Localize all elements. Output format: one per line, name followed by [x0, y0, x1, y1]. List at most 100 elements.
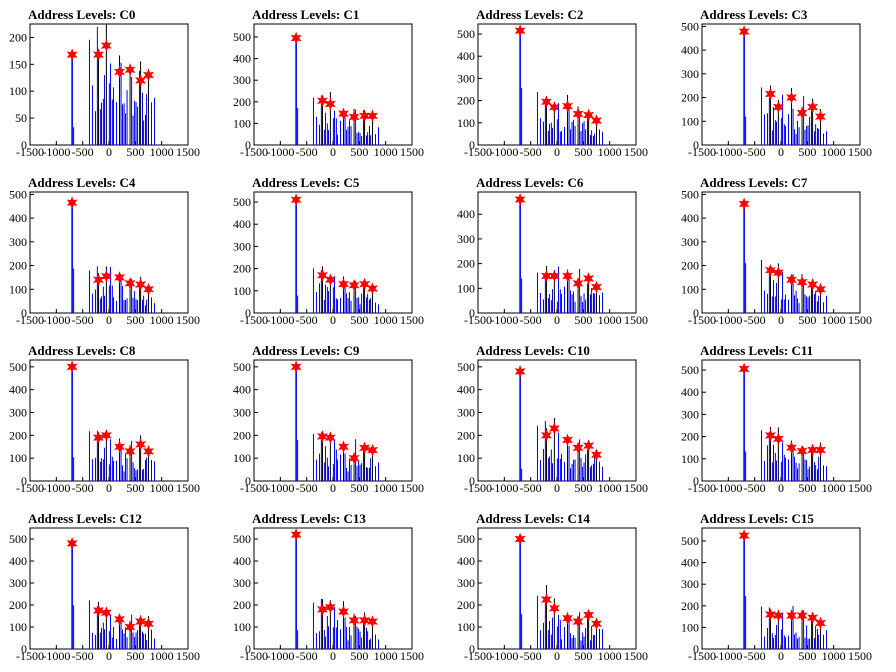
x-tick-label: -500 — [744, 313, 766, 327]
histogram-bars — [743, 201, 827, 313]
y-axis: 0 100 200 300 400 500 — [457, 532, 482, 656]
subplot-c1: Address Levels: C10100200300400500-1500-… — [233, 7, 424, 159]
subplot-title: Address Levels: C6 — [476, 175, 584, 190]
histogram-bars — [295, 532, 379, 649]
y-tick-label: 300 — [233, 239, 251, 253]
subplot-c9: Address Levels: C90100200300400500-1500-… — [233, 343, 424, 495]
peak-marker — [738, 25, 750, 38]
y-axis: 0 100 200 300 400 500 — [457, 27, 482, 152]
y-tick-label: 300 — [681, 67, 699, 81]
x-tick-label: -1000 — [714, 649, 742, 663]
x-tick-label: 1000 — [598, 313, 622, 327]
y-tick-label: 100 — [233, 116, 251, 130]
x-axis: -1500-1000 -500 0 500 1000 1500 — [240, 141, 424, 159]
x-tick-label: -1000 — [490, 481, 518, 495]
x-tick-label: -1000 — [42, 481, 70, 495]
y-tick-label: 200 — [681, 91, 699, 105]
peak-marker — [338, 605, 349, 618]
x-axis: -1500-1000 -500 0 500 1000 1500 — [688, 645, 872, 663]
y-tick-label: 400 — [457, 383, 475, 397]
peak-marker — [786, 441, 798, 455]
y-tick-label: 0 — [21, 138, 27, 152]
peak-marker — [124, 444, 136, 458]
peak-marker — [290, 193, 302, 207]
y-tick-label: 300 — [9, 576, 27, 590]
peak-marker — [764, 429, 776, 442]
y-axis: 0 100 200 300 400 500 — [681, 187, 706, 320]
peak-marker — [562, 99, 574, 113]
x-tick-label: 0 — [778, 481, 784, 495]
y-axis: 0 100 200 300 400 500 — [9, 187, 34, 320]
x-axis: -1500-1000 -500 0 500 1000 1500 — [16, 477, 200, 495]
peak-marker — [590, 114, 603, 127]
peak-marker — [572, 277, 584, 290]
y-tick-label: 200 — [457, 257, 475, 271]
peak-marker — [572, 107, 584, 121]
y-tick-label: 200 — [233, 598, 251, 612]
plot-frame — [29, 359, 189, 482]
x-tick-label: -500 — [520, 481, 542, 495]
x-tick-label: -1000 — [42, 145, 70, 159]
y-tick-label: 300 — [681, 577, 699, 591]
y-tick-label: 200 — [457, 598, 475, 612]
peak-marker — [124, 276, 136, 290]
peak-marker — [359, 277, 371, 291]
y-tick-label: 200 — [681, 430, 699, 444]
peak-marker — [562, 269, 574, 283]
x-axis: -1500-1000 -500 0 500 1000 1500 — [240, 477, 424, 495]
subplot-title: Address Levels: C14 — [476, 511, 590, 526]
peak-marker — [135, 438, 147, 451]
x-tick-label: 1500 — [176, 145, 200, 159]
x-tick-label: -1500 — [16, 649, 44, 663]
histogram-bars — [519, 536, 603, 649]
peak-marker — [316, 94, 328, 107]
x-axis: -1500-1000 -500 0 500 1000 1500 — [688, 309, 872, 327]
peak-marker — [324, 600, 336, 614]
subplot-c14: Address Levels: C140100200300400500-1500… — [457, 511, 648, 663]
peak-marker — [367, 615, 378, 628]
subplot-c11: Address Levels: C110100200300400500-1500… — [681, 343, 872, 495]
x-tick-label: -1500 — [464, 145, 492, 159]
peak-marker — [583, 439, 595, 452]
peak-marker — [66, 360, 78, 374]
y-tick-label: 100 — [681, 114, 699, 128]
subplot-c10: Address Levels: C100100200300400500-1500… — [457, 343, 648, 495]
peak-marker — [66, 196, 78, 210]
peak-marker — [135, 278, 147, 291]
x-tick-label: -1000 — [490, 145, 518, 159]
y-tick-label: 400 — [681, 43, 699, 57]
peak-marker — [772, 266, 784, 280]
y-tick-label: 500 — [9, 360, 27, 374]
peak-marker — [738, 529, 750, 542]
y-tick-label: 50 — [15, 111, 27, 125]
peak-marker — [143, 617, 154, 630]
peak-marker — [786, 273, 798, 287]
peak-marker — [338, 440, 350, 454]
x-tick-label: -1000 — [714, 313, 742, 327]
peak-marker — [124, 620, 136, 634]
peak-marker — [541, 593, 552, 606]
x-tick-label: 0 — [330, 145, 336, 159]
y-tick-label: 300 — [233, 73, 251, 87]
x-tick-label: 1000 — [822, 313, 846, 327]
x-tick-label: 1500 — [176, 481, 200, 495]
x-tick-label: 1500 — [176, 313, 200, 327]
peak-marker — [540, 269, 552, 283]
peak-marker — [366, 443, 379, 457]
y-tick-label: 300 — [9, 406, 27, 420]
y-tick-label: 0 — [693, 138, 699, 152]
x-tick-label: -500 — [744, 145, 766, 159]
subplot-c6: Address Levels: C6 0 100 200 300 400 -1500-100… — [457, 175, 648, 327]
subplot-c13: Address Levels: C130100200300400500-1500… — [233, 511, 424, 663]
plot-frame — [29, 527, 189, 650]
x-tick-label: 0 — [330, 649, 336, 663]
x-tick-label: 500 — [126, 313, 144, 327]
subplot-c3: Address Levels: C30100200300400500-1500-… — [681, 7, 872, 159]
x-tick-label: 500 — [798, 145, 816, 159]
x-tick-label: 500 — [574, 481, 592, 495]
peak-marker — [366, 109, 379, 123]
x-tick-label: 1500 — [400, 649, 424, 663]
y-tick-label: 0 — [469, 138, 475, 152]
peak-marker — [548, 101, 560, 114]
peak-marker — [738, 197, 750, 211]
